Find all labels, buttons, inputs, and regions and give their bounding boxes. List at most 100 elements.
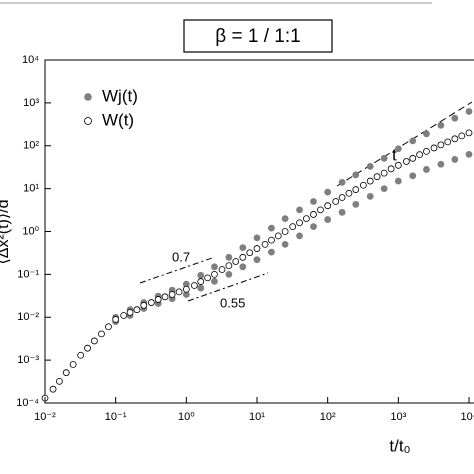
y-tick-label: 10² — [23, 140, 39, 152]
data-point — [302, 215, 310, 222]
data-point — [197, 284, 205, 292]
data-point — [182, 280, 190, 288]
data-point — [197, 271, 205, 279]
data-point — [437, 160, 445, 168]
data-point — [310, 223, 317, 231]
data-point — [409, 172, 417, 180]
data-point — [338, 194, 346, 201]
x-tick-label: 10⁻² — [34, 411, 56, 423]
data-point — [84, 344, 91, 352]
legend-marker — [84, 93, 92, 101]
data-point — [225, 262, 233, 270]
data-point — [402, 158, 410, 165]
data-point — [147, 299, 155, 306]
y-tick-label: 10⁻³ — [17, 354, 39, 366]
data-point — [175, 288, 183, 296]
data-point — [140, 301, 148, 309]
data-point — [225, 253, 233, 261]
data-point — [380, 169, 388, 177]
marks — [41, 108, 473, 402]
data-point — [98, 330, 105, 338]
data-point — [62, 369, 70, 377]
annotation: 0.55 — [220, 295, 245, 310]
data-point — [281, 215, 289, 222]
data-point — [296, 219, 303, 227]
x-tick-label: 10⁻¹ — [105, 411, 127, 423]
x-tick-label: 10⁴ — [461, 411, 474, 423]
data-point — [56, 377, 63, 385]
data-point — [409, 137, 417, 145]
data-point — [451, 114, 459, 122]
data-point — [380, 154, 388, 162]
data-point — [332, 198, 340, 205]
data-point — [387, 165, 395, 173]
x-tick-label: 10¹ — [249, 411, 265, 423]
data-point — [289, 223, 297, 231]
slope-guide — [187, 272, 269, 302]
data-point — [69, 361, 77, 368]
data-point — [451, 135, 459, 143]
data-point — [268, 236, 275, 244]
data-point — [239, 253, 247, 261]
data-point — [465, 150, 473, 158]
data-point — [211, 277, 218, 285]
data-point — [225, 270, 233, 278]
data-point — [274, 232, 282, 240]
data-point — [394, 145, 402, 153]
data-point — [352, 186, 360, 193]
data-point — [154, 296, 162, 303]
title-box — [183, 19, 333, 53]
data-point — [324, 202, 332, 210]
data-point — [324, 188, 332, 196]
y-tick-label: 10³ — [23, 97, 39, 109]
data-point — [253, 245, 261, 252]
legend-label: Wj(t) — [102, 86, 138, 105]
data-point — [296, 206, 303, 214]
data-point — [218, 266, 226, 273]
data-point — [444, 138, 452, 146]
data-point — [253, 256, 261, 264]
legend-label: W(t) — [102, 110, 134, 129]
data-point — [182, 291, 190, 298]
data-point — [120, 312, 128, 319]
y-tick-label: 10⁴ — [22, 54, 39, 66]
data-point — [211, 263, 218, 271]
data-point — [281, 241, 289, 248]
data-point — [345, 189, 353, 197]
data-point — [296, 232, 303, 240]
data-point — [366, 192, 374, 200]
data-point — [394, 161, 402, 169]
data-point — [352, 171, 360, 179]
data-point — [458, 132, 466, 140]
data-point — [161, 293, 169, 301]
data-point — [126, 308, 134, 316]
data-point — [239, 244, 247, 252]
data-point — [268, 248, 275, 256]
annotation: t — [392, 145, 397, 164]
data-point — [338, 178, 346, 186]
x-tick-label: 10⁰ — [178, 411, 195, 423]
slope-guide — [336, 101, 473, 187]
data-point — [197, 278, 205, 285]
y-axis-label: ⟨Δx²(t)⟩/d — [0, 200, 12, 265]
y-tick-label: 10⁻⁴ — [16, 397, 39, 409]
data-point — [366, 162, 374, 170]
data-point — [352, 200, 360, 208]
data-point — [268, 224, 275, 232]
data-point — [465, 108, 473, 115]
annotation: 0.7 — [172, 249, 190, 264]
data-point — [451, 156, 459, 163]
data-point — [380, 185, 388, 193]
data-point — [324, 216, 332, 223]
data-point — [366, 177, 374, 185]
data-point — [112, 316, 120, 323]
y-tick-label: 10¹ — [23, 183, 39, 195]
data-point — [409, 154, 417, 162]
data-point — [261, 241, 269, 248]
data-point — [373, 173, 381, 181]
data-point — [239, 263, 247, 271]
y-tick-label: 10⁻² — [17, 311, 39, 323]
